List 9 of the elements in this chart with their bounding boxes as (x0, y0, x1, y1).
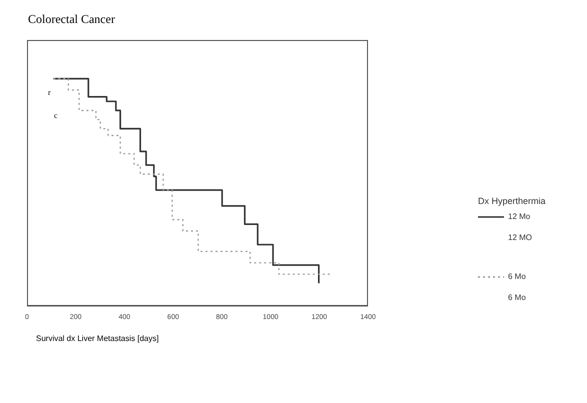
x-axis-title: Survival dx Liver Metastasis [days] (36, 334, 159, 343)
legend-title: Dx Hyperthermia (478, 196, 546, 206)
annotation: r (48, 88, 51, 97)
text: 12 MO (508, 233, 534, 242)
annotation: c (54, 111, 58, 120)
text: 6 Mo (508, 293, 527, 302)
chart-title: Colorectal Cancer (28, 12, 115, 27)
legend-label: 6 Mo (508, 272, 526, 281)
legend-label: 12 Mo (508, 212, 530, 221)
